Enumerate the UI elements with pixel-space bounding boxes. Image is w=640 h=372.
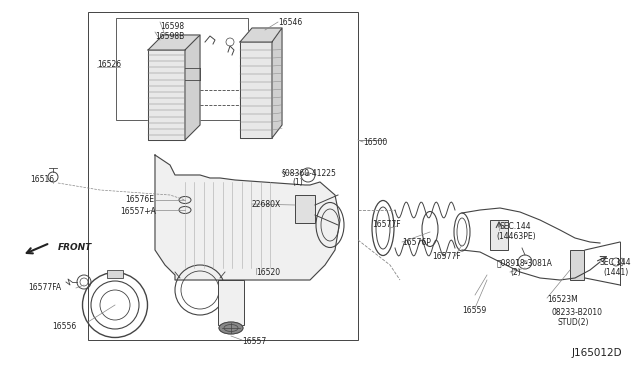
Text: 16559: 16559 xyxy=(462,306,486,315)
Bar xyxy=(295,195,315,223)
Text: 16576E: 16576E xyxy=(125,195,154,204)
Text: 16523M: 16523M xyxy=(547,295,578,304)
Bar xyxy=(88,12,358,340)
Text: (1): (1) xyxy=(292,178,303,187)
Bar xyxy=(490,220,508,250)
Text: (14463PE): (14463PE) xyxy=(496,232,536,241)
Text: ⓝ08918-3081A: ⓝ08918-3081A xyxy=(497,258,553,267)
Text: S: S xyxy=(306,173,310,177)
Polygon shape xyxy=(148,50,185,140)
Text: STUD(2): STUD(2) xyxy=(558,318,589,327)
Ellipse shape xyxy=(219,322,243,334)
Text: 16546: 16546 xyxy=(278,18,302,27)
Text: 16598B: 16598B xyxy=(155,32,184,41)
Text: 16576P: 16576P xyxy=(402,238,431,247)
Polygon shape xyxy=(155,155,340,280)
Text: 16577F: 16577F xyxy=(372,220,401,229)
Bar xyxy=(218,280,244,325)
Text: SEC.144: SEC.144 xyxy=(600,258,632,267)
Text: (2): (2) xyxy=(510,268,521,277)
Polygon shape xyxy=(272,28,282,138)
Text: J165012D: J165012D xyxy=(572,348,622,358)
Text: 16516: 16516 xyxy=(30,175,54,184)
Text: 22680X: 22680X xyxy=(252,200,281,209)
Bar xyxy=(107,270,123,278)
Bar xyxy=(116,18,248,120)
Text: 16500: 16500 xyxy=(363,138,387,147)
Text: 16577FA: 16577FA xyxy=(28,283,61,292)
Polygon shape xyxy=(148,35,200,50)
Text: FRONT: FRONT xyxy=(58,243,92,251)
Text: 16526: 16526 xyxy=(97,60,121,69)
Text: 16557+A: 16557+A xyxy=(120,207,156,216)
Text: 16520: 16520 xyxy=(256,268,280,277)
Polygon shape xyxy=(185,35,200,140)
Text: 16598: 16598 xyxy=(160,22,184,31)
Text: 16577F: 16577F xyxy=(432,252,461,261)
Text: 16556: 16556 xyxy=(52,322,76,331)
Text: 16557: 16557 xyxy=(242,337,266,346)
Polygon shape xyxy=(240,42,272,138)
Text: SEC.144: SEC.144 xyxy=(499,222,531,231)
Polygon shape xyxy=(240,28,282,42)
Bar xyxy=(570,250,584,280)
Text: 08233-B2010: 08233-B2010 xyxy=(552,308,603,317)
Text: §08360-41225: §08360-41225 xyxy=(282,168,337,177)
Text: N: N xyxy=(523,260,527,264)
Text: (1441): (1441) xyxy=(603,268,628,277)
